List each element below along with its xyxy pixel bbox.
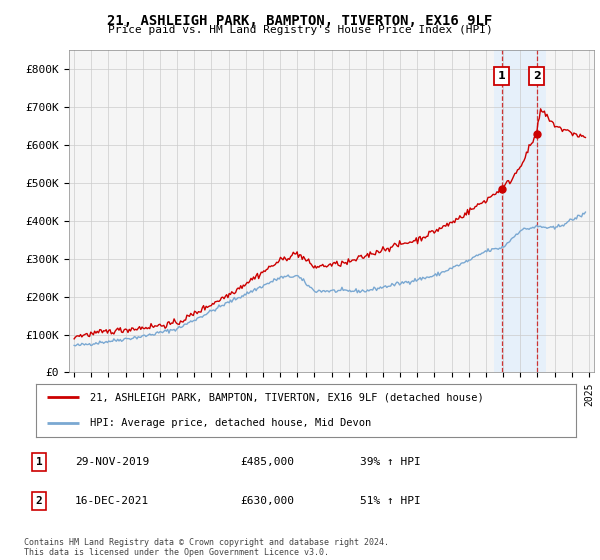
Text: 1: 1 bbox=[35, 457, 43, 467]
Text: £485,000: £485,000 bbox=[240, 457, 294, 467]
Text: 29-NOV-2019: 29-NOV-2019 bbox=[75, 457, 149, 467]
Text: 39% ↑ HPI: 39% ↑ HPI bbox=[360, 457, 421, 467]
Text: 51% ↑ HPI: 51% ↑ HPI bbox=[360, 496, 421, 506]
Text: 2: 2 bbox=[35, 496, 43, 506]
Text: 2: 2 bbox=[533, 71, 541, 81]
Bar bbox=[494, 50, 546, 372]
Text: 16-DEC-2021: 16-DEC-2021 bbox=[75, 496, 149, 506]
Text: 1: 1 bbox=[498, 71, 506, 81]
Text: Price paid vs. HM Land Registry's House Price Index (HPI): Price paid vs. HM Land Registry's House … bbox=[107, 25, 493, 35]
Text: Contains HM Land Registry data © Crown copyright and database right 2024.
This d: Contains HM Land Registry data © Crown c… bbox=[24, 538, 389, 557]
Text: £630,000: £630,000 bbox=[240, 496, 294, 506]
Text: 21, ASHLEIGH PARK, BAMPTON, TIVERTON, EX16 9LF: 21, ASHLEIGH PARK, BAMPTON, TIVERTON, EX… bbox=[107, 14, 493, 28]
Text: HPI: Average price, detached house, Mid Devon: HPI: Average price, detached house, Mid … bbox=[90, 418, 371, 428]
Text: 21, ASHLEIGH PARK, BAMPTON, TIVERTON, EX16 9LF (detached house): 21, ASHLEIGH PARK, BAMPTON, TIVERTON, EX… bbox=[90, 393, 484, 403]
